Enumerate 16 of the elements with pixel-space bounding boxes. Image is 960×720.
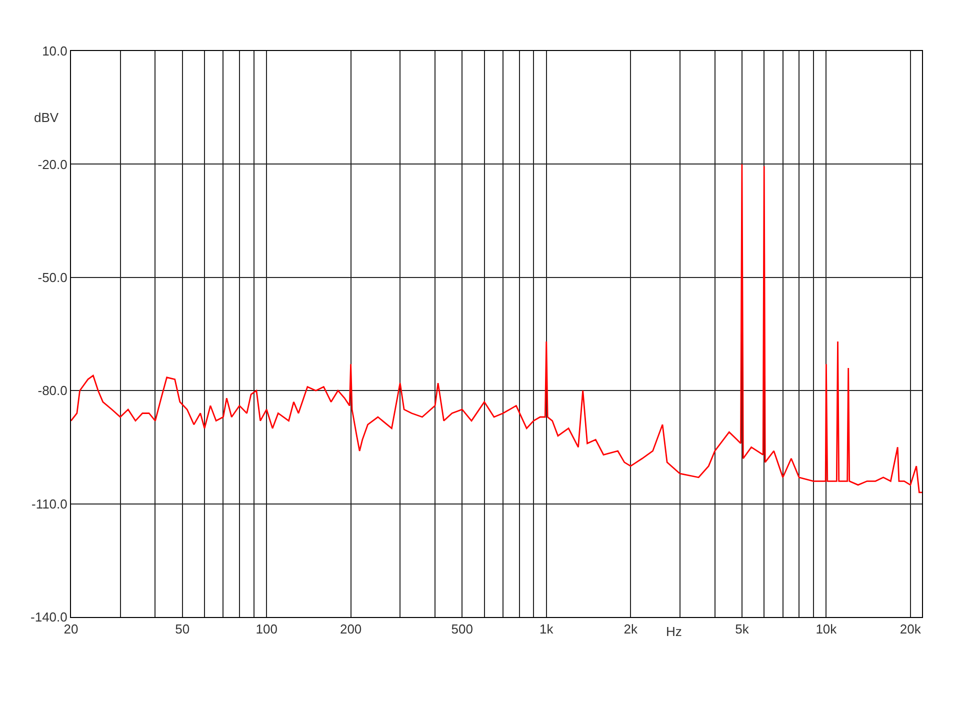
x-axis-title: Hz [666,624,682,639]
x-tick-label: 200 [340,622,362,637]
x-tick-label: 1k [540,622,554,637]
x-tick-label: 20k [900,622,922,637]
x-tick-label: 500 [451,622,473,637]
x-tick-label: 2k [624,622,638,637]
y-tick-label: 10.0 [42,44,68,59]
y-tick-label: -50.0 [38,270,68,285]
y-axis-title: dBV [34,110,59,125]
y-tick-label: -80.0 [38,383,68,398]
x-tick-label: 5k [735,622,750,637]
x-tick-label: 50 [175,622,190,637]
x-tick-label: 100 [256,622,278,637]
y-tick-label: -110.0 [31,496,68,512]
y-tick-label: -20.0 [38,156,68,172]
x-tick-label: 10k [816,622,838,637]
